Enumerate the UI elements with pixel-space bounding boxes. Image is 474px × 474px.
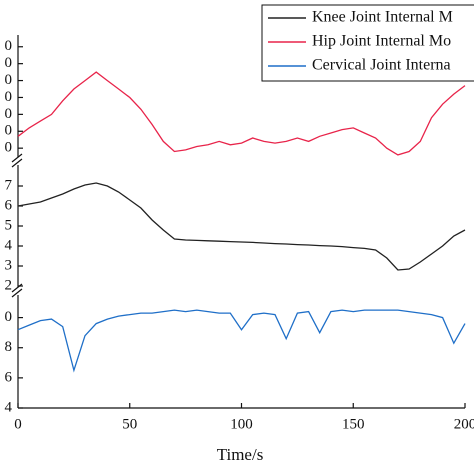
series-line [17, 309, 466, 373]
y-tick-label: 4 [5, 237, 13, 253]
y-tick-label: 0 [5, 72, 13, 88]
y-tick-label: 0 [5, 140, 13, 156]
x-axis-label: Time/s [217, 445, 264, 464]
x-tick-label: 150 [342, 416, 365, 432]
y-tick-label: 5 [5, 217, 13, 233]
y-tick-label: 0 [5, 38, 13, 54]
series-line [17, 182, 466, 271]
axis-break [12, 157, 24, 165]
axis-break [12, 287, 24, 295]
series-line [17, 71, 466, 156]
legend-label: Cervical Joint Interna [312, 57, 451, 74]
y-tick-label: 7 [5, 177, 13, 193]
y-tick-label: 0 [5, 89, 13, 105]
y-tick-label: 0 [5, 309, 13, 325]
axis-break [11, 283, 23, 298]
y-tick-label: 0 [5, 106, 13, 122]
x-tick-label: 50 [122, 416, 137, 432]
y-tick-label: 4 [5, 399, 13, 415]
axis-break [11, 153, 23, 168]
y-tick-label: 0 [5, 55, 13, 71]
y-tick-label: 0 [5, 123, 13, 139]
y-tick-label: 2 [5, 277, 13, 293]
y-tick-label: 6 [5, 197, 13, 213]
y-tick-label: 3 [5, 257, 13, 273]
y-tick-label: 6 [5, 369, 13, 385]
x-tick-label: 100 [230, 416, 253, 432]
legend-label: Knee Joint Internal M [312, 9, 453, 26]
y-tick-label: 8 [5, 339, 13, 355]
legend-label: Hip Joint Internal Mo [312, 33, 451, 50]
x-tick-label: 0 [14, 416, 22, 432]
x-tick-label: 200 [454, 416, 474, 432]
